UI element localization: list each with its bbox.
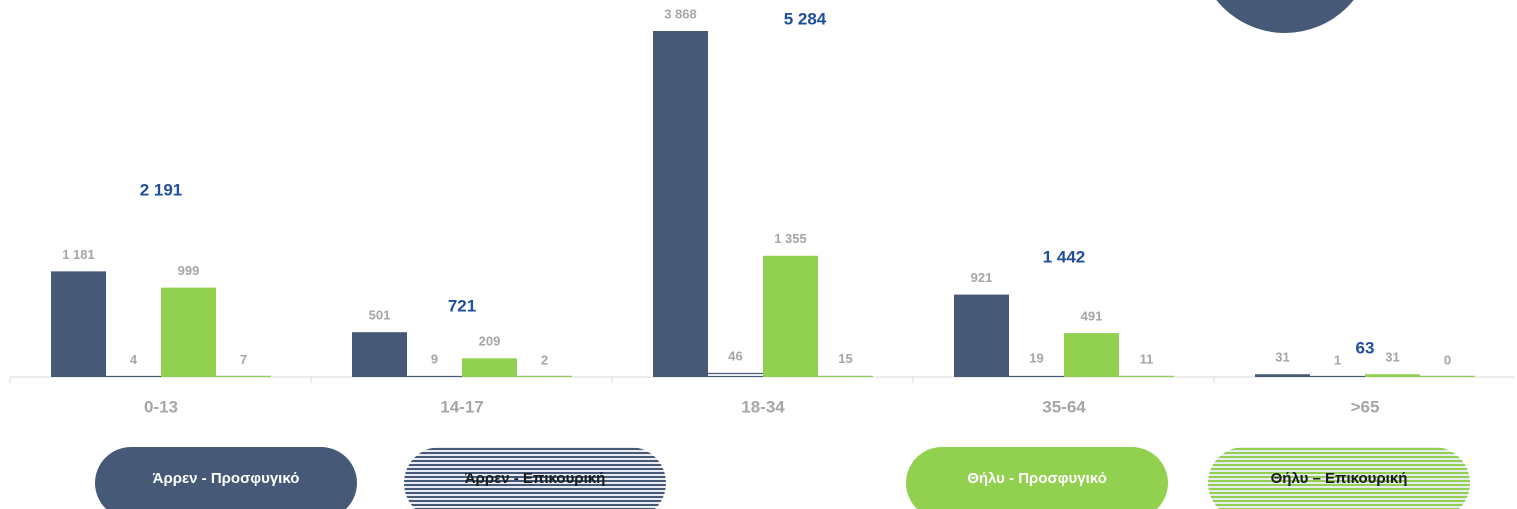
bar xyxy=(216,375,271,377)
value-label: 3 868 xyxy=(664,6,697,21)
value-label: 31 xyxy=(1275,350,1289,365)
x-tick-label: 18-34 xyxy=(741,397,785,416)
bar xyxy=(1255,374,1310,377)
bar xyxy=(763,255,818,377)
legend-pill xyxy=(404,447,666,509)
value-label: 31 xyxy=(1385,350,1399,365)
bar xyxy=(407,375,462,377)
bar xyxy=(1365,374,1420,377)
legend-label: Άρρεν - Επικουρική xyxy=(465,470,606,487)
value-label: 19 xyxy=(1029,351,1043,366)
bar xyxy=(818,375,873,377)
bar xyxy=(653,31,708,377)
value-label: 491 xyxy=(1081,309,1103,324)
value-label: 1 xyxy=(1334,352,1341,367)
value-label: 1 355 xyxy=(774,231,807,246)
value-label: 9 xyxy=(431,352,438,367)
bar xyxy=(708,372,763,377)
value-label: 0 xyxy=(1444,352,1451,367)
total-label: 2 191 xyxy=(140,180,183,199)
bar xyxy=(1310,375,1365,377)
value-label: 46 xyxy=(728,348,742,363)
total-label: 1 442 xyxy=(1043,247,1086,266)
value-label: 1 181 xyxy=(62,247,95,262)
x-tick-label: 14-17 xyxy=(440,397,483,416)
legend-pill xyxy=(95,447,357,509)
x-tick-label: 35-64 xyxy=(1042,397,1086,416)
value-label: 11 xyxy=(1140,351,1154,366)
bar xyxy=(1420,375,1475,377)
legend-label: Θήλυ – Επικουρική xyxy=(1271,470,1408,487)
value-label: 209 xyxy=(479,334,501,349)
value-label: 921 xyxy=(971,270,993,285)
decoration-circle xyxy=(1216,0,1354,33)
bar xyxy=(106,375,161,377)
total-label: 721 xyxy=(448,297,476,316)
bar xyxy=(352,332,407,377)
bar xyxy=(1064,333,1119,377)
legend-label: Θήλυ - Προσφυγικό xyxy=(967,470,1107,487)
bar xyxy=(517,375,572,377)
legend-pill xyxy=(906,447,1168,509)
bar xyxy=(51,271,106,377)
value-label: 4 xyxy=(130,352,138,367)
legend-label: Άρρεν - Προσφυγικό xyxy=(153,470,300,487)
value-label: 2 xyxy=(541,352,548,367)
total-label: 5 284 xyxy=(784,9,827,28)
bar xyxy=(161,287,216,377)
legend-pill xyxy=(1208,447,1470,509)
value-label: 999 xyxy=(178,263,200,278)
x-tick-label: 0-13 xyxy=(144,397,178,416)
bar xyxy=(1119,375,1174,377)
bar xyxy=(954,294,1009,377)
value-label: 7 xyxy=(240,352,247,367)
total-label: 63 xyxy=(1356,339,1375,358)
bar xyxy=(1009,375,1064,377)
x-tick-label: >65 xyxy=(1351,397,1380,416)
bar xyxy=(462,358,517,377)
value-label: 15 xyxy=(838,351,852,366)
value-label: 501 xyxy=(369,308,391,323)
